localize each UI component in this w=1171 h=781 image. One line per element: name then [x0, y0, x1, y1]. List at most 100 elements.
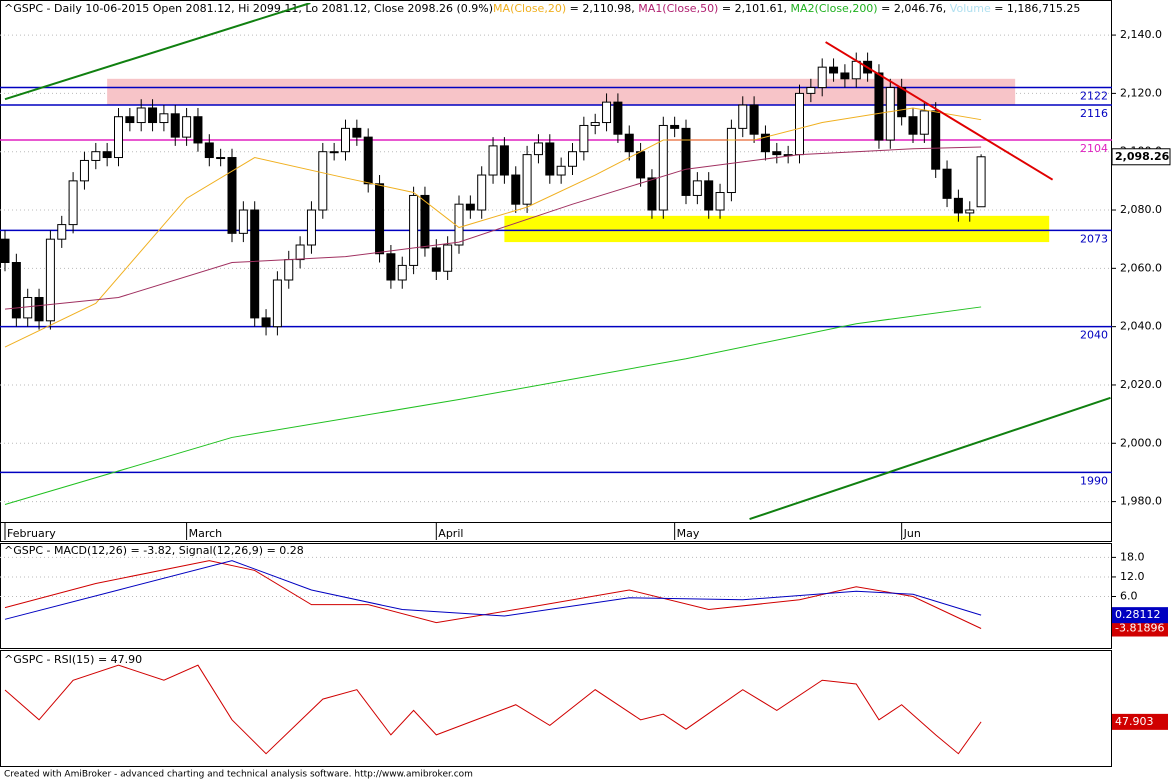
candle-body	[522, 154, 532, 205]
candle-body	[159, 113, 169, 124]
candle-body	[306, 209, 316, 246]
candle-body	[511, 174, 521, 205]
level-label: 2122	[1080, 90, 1108, 103]
candle-body	[556, 165, 566, 176]
last-price-label: 2,098.26	[1115, 150, 1170, 163]
level-label: 2116	[1080, 107, 1108, 120]
value-box	[1112, 713, 1168, 730]
candle-body	[363, 136, 373, 185]
candle-body	[602, 101, 612, 124]
x-tick-label: February	[7, 527, 56, 540]
candle-body	[953, 197, 963, 214]
candle-body	[942, 168, 952, 199]
candle-body	[295, 244, 305, 261]
candle-body	[840, 72, 850, 80]
candle-body	[545, 142, 555, 176]
candle-body	[704, 180, 714, 211]
candle-body	[760, 133, 770, 153]
candle-body	[318, 151, 328, 211]
candle-body	[499, 145, 509, 176]
header-part: Volume	[950, 2, 991, 15]
series-line	[4, 306, 982, 505]
candle-body	[431, 247, 441, 272]
y-tick-label: 2,140.0	[1120, 28, 1162, 41]
x-tick-label: April	[438, 527, 463, 540]
candle-body	[817, 66, 827, 89]
candle-body	[238, 209, 248, 234]
candle-body	[488, 145, 498, 176]
y-tick-label: 2,040.0	[1120, 320, 1162, 333]
candle-body	[34, 296, 44, 322]
header-part: = 2,101.61,	[718, 2, 790, 15]
candle-body	[420, 194, 430, 249]
series-line	[4, 107, 982, 348]
candle-body	[261, 317, 271, 328]
series-line	[4, 664, 982, 755]
macd-title: ^GSPC - MACD(12,26) = -3.82, Signal(12,2…	[4, 544, 304, 557]
y-tick-label: 2,060.0	[1120, 261, 1162, 274]
candle-body	[477, 174, 487, 211]
header-part: MA2(Close,200)	[791, 2, 878, 15]
candle-body	[636, 151, 646, 179]
candle-body	[874, 72, 884, 141]
x-tick-label: May	[677, 527, 700, 540]
candle-body	[976, 156, 986, 208]
candle-body	[772, 151, 782, 156]
candle-body	[931, 110, 941, 170]
x-tick-label: March	[189, 527, 223, 540]
series-line	[4, 146, 982, 310]
candle-body	[68, 180, 78, 226]
main-pane	[0, 0, 1112, 542]
candle-body	[533, 142, 543, 156]
zone	[107, 78, 1016, 106]
candle-body	[341, 127, 350, 153]
candle-body	[658, 124, 668, 211]
zone	[504, 215, 1050, 243]
candle-body	[795, 92, 804, 156]
x-tick-label: Jun	[903, 527, 921, 540]
header-part: MA1(Close,50)	[638, 2, 718, 15]
candle-body	[590, 122, 600, 126]
candle-body	[0, 238, 10, 264]
candle-body	[125, 116, 135, 124]
level-label: 2040	[1080, 329, 1108, 342]
header-part: = 2,110.98,	[566, 2, 638, 15]
pane-content	[4, 664, 982, 755]
candle-body	[375, 183, 385, 255]
candle-body	[908, 116, 918, 135]
candle-body	[885, 87, 895, 141]
candle-body	[443, 244, 453, 272]
candle-body	[170, 113, 180, 138]
value-label: 47.903	[1115, 715, 1154, 728]
candle-body	[681, 127, 691, 196]
candle-body	[91, 151, 101, 161]
y-tick-label: 1,980.0	[1120, 495, 1162, 508]
header: ^GSPC - Daily 10-06-2015 Open 2081.12, H…	[4, 2, 1080, 15]
candle-body	[11, 262, 21, 319]
candle-body	[57, 224, 67, 240]
candle-body	[624, 133, 634, 153]
series-line	[749, 396, 1111, 521]
candle-body	[204, 142, 214, 159]
candle-body	[897, 87, 907, 118]
last-price-box	[1111, 148, 1171, 166]
candle-body	[454, 203, 464, 246]
footer: Created with AmiBroker - advanced charti…	[4, 770, 473, 780]
candle-body	[965, 209, 975, 214]
candle-body	[386, 253, 396, 281]
value-label: 0.28112	[1115, 608, 1161, 621]
series-line	[825, 41, 1054, 181]
candle-body	[465, 203, 475, 211]
candle-body	[284, 259, 294, 281]
candle-body	[613, 101, 623, 135]
candle-body	[397, 264, 407, 281]
candle-body	[670, 124, 680, 129]
candle-body	[851, 60, 861, 80]
candle-body	[647, 177, 657, 211]
y-tick-label: 2,020.0	[1120, 378, 1162, 391]
header-part: = 1,186,715.25	[991, 2, 1081, 15]
value-label: -3.81896	[1115, 622, 1164, 635]
candle-body	[250, 209, 260, 319]
candle-body	[136, 107, 146, 124]
